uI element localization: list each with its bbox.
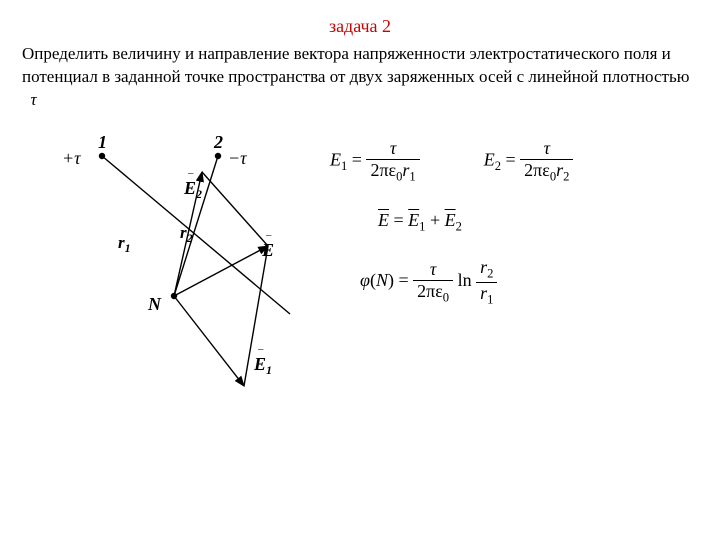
label-2: 2 xyxy=(213,134,223,152)
label-r2: r2 xyxy=(180,223,193,245)
eq-E2-den-a: 2πε xyxy=(524,160,550,180)
eq-E2-den: 2πε0r2 xyxy=(520,159,573,185)
eq-E1-den-bsub: 1 xyxy=(409,169,415,183)
field-diagram: 1 +τ 2 −τ N r1 r2 ‾E2 ‾E ‾E1 xyxy=(30,134,330,414)
eq-phi-r1-sub: 1 xyxy=(487,292,493,306)
vector-E xyxy=(174,246,268,296)
tau-symbol: τ xyxy=(31,90,37,109)
eq-phi-den-sub: 0 xyxy=(443,290,449,304)
eq-phi-den: 2πε0 xyxy=(413,280,453,306)
equations-block: E1 = τ 2πε0r1 E2 = τ 2πε0r2 xyxy=(330,134,720,414)
eq-E2-num: τ xyxy=(520,138,573,159)
eq-phi-r2-sub: 2 xyxy=(487,267,493,281)
eq-E1-den: 2πε0r1 xyxy=(366,159,419,185)
eq-E1: E1 = τ 2πε0r1 xyxy=(330,138,420,185)
eq-E1-frac: τ 2πε0r1 xyxy=(366,138,419,185)
problem-title: задача 2 xyxy=(0,0,720,37)
dot-1 xyxy=(99,153,105,159)
label-1-charge: +τ xyxy=(62,148,81,168)
eq-E2-den-bsub: 2 xyxy=(563,169,569,183)
eq-phi-frac: τ 2πε0 xyxy=(413,259,453,306)
label-1: 1 xyxy=(98,134,107,152)
dot-N xyxy=(171,293,177,299)
eq-E2-lhs: E xyxy=(484,149,495,169)
label-r1: r1 xyxy=(118,233,131,255)
eq-Esum-r2: E xyxy=(445,210,456,230)
label-2-charge: −τ xyxy=(228,148,247,168)
label-E2: ‾E2 xyxy=(183,172,202,201)
eq-E2-frac: τ 2πε0r2 xyxy=(520,138,573,185)
eq-Esum-r2-sub: 2 xyxy=(456,220,462,234)
eq-E1-lhs-sub: 1 xyxy=(341,159,347,173)
eq-phi-den-a: 2πε xyxy=(417,281,443,301)
eq-phi-lnfrac-den: r1 xyxy=(476,282,497,308)
eq-row-1: E1 = τ 2πε0r1 E2 = τ 2πε0r2 xyxy=(330,138,720,185)
eq-E2-lhs-sub: 2 xyxy=(495,159,501,173)
eq-phi-ln: ln xyxy=(458,270,472,290)
eq-Esum-r1-sub: 1 xyxy=(419,220,425,234)
eq-E-sum: E = E1 + E2 xyxy=(330,210,720,235)
problem-text: Определить величину и направление вектор… xyxy=(22,44,689,86)
label-E: ‾E xyxy=(261,234,274,260)
eq-phi-lnfrac-num: r2 xyxy=(476,257,497,282)
eq-Esum-lhs: E xyxy=(378,210,389,230)
vector-E1 xyxy=(174,296,244,386)
eq-E1-num: τ xyxy=(366,138,419,159)
eq-E1-lhs: E xyxy=(330,149,341,169)
eq-phi-lnfrac: r2 r1 xyxy=(476,257,497,307)
title-text: задача 2 xyxy=(329,16,391,36)
eq-Esum-r1: E xyxy=(408,210,419,230)
eq-phi-num: τ xyxy=(413,259,453,280)
eq-phi: φ(N) = τ 2πε0 ln r2 r1 xyxy=(330,257,720,307)
eq-E2: E2 = τ 2πε0r2 xyxy=(484,138,574,185)
label-N: N xyxy=(147,294,162,314)
dot-2 xyxy=(215,153,221,159)
content-area: 1 +τ 2 −τ N r1 r2 ‾E2 ‾E ‾E1 E1 xyxy=(0,112,720,414)
problem-statement: Определить величину и направление вектор… xyxy=(0,37,720,112)
eq-phi-arg: N xyxy=(376,270,388,290)
label-E1: ‾E1 xyxy=(253,348,272,377)
close-top xyxy=(202,172,268,246)
diagram-container: 1 +τ 2 −τ N r1 r2 ‾E2 ‾E ‾E1 xyxy=(0,134,330,414)
eq-E1-den-a: 2πε xyxy=(370,160,396,180)
eq-phi-fn: φ xyxy=(360,270,370,290)
